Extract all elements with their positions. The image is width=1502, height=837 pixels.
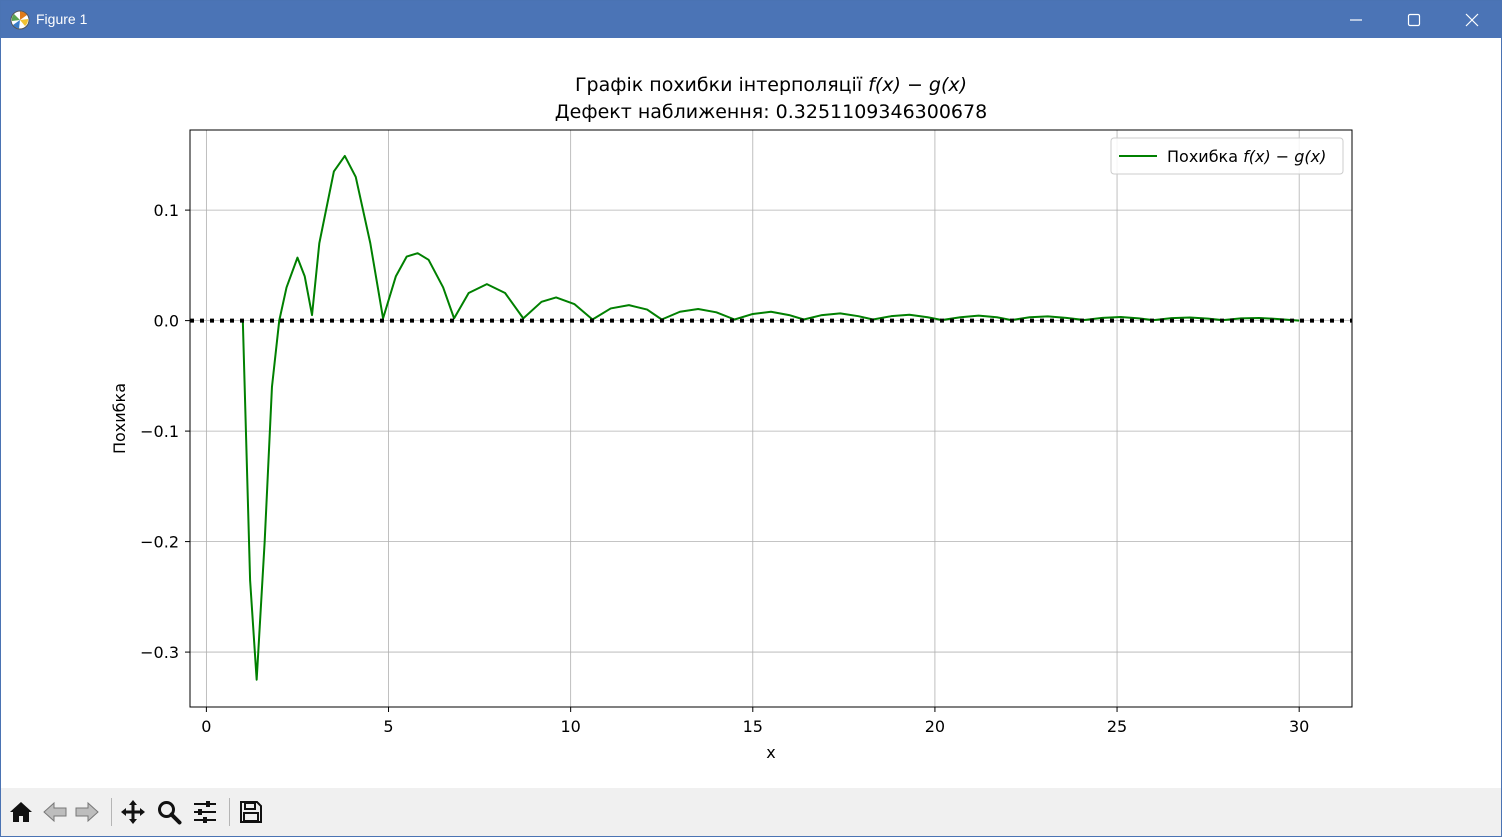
y-axis-label: Похибка: [110, 383, 129, 454]
maximize-icon: [1407, 13, 1421, 27]
floppy-disk-icon: [240, 801, 262, 823]
y-tick-label: −0.3: [140, 643, 179, 662]
forward-button[interactable]: [71, 796, 103, 828]
pan-button[interactable]: [117, 796, 149, 828]
x-tick-label: 30: [1289, 717, 1309, 736]
toolbar-separator: [111, 798, 112, 826]
x-tick-label: 20: [925, 717, 945, 736]
magnifier-icon: [158, 801, 182, 825]
legend-label: Похибка f(x) − g(x): [1167, 147, 1326, 166]
x-tick-label: 0: [201, 717, 211, 736]
zoom-button[interactable]: [153, 796, 185, 828]
chart-title-text: Графік похибки інтерполяції: [575, 74, 868, 96]
move-icon: [121, 800, 145, 824]
legend-label-text: Похибка: [1167, 147, 1243, 166]
matplotlib-app-icon: [10, 10, 30, 30]
x-tick-label: 5: [383, 717, 393, 736]
minimize-icon: [1350, 19, 1362, 21]
y-tick-label: −0.2: [140, 533, 179, 552]
error-series-line: [241, 154, 1300, 681]
back-button[interactable]: [39, 796, 71, 828]
error-chart: 0 5 10 15 20 25 30 0.1 0.0 −0.1 −0.2 −0.3 x Похибка Гр…: [110, 74, 1353, 762]
close-icon: [1465, 13, 1479, 27]
x-tick-label: 25: [1107, 717, 1127, 736]
legend-label-math: f(x) − g(x): [1243, 147, 1326, 166]
x-axis-label: x: [766, 743, 775, 762]
arrow-left-icon: [43, 801, 67, 823]
home-button[interactable]: [5, 796, 37, 828]
figure-canvas[interactable]: 0 5 10 15 20 25 30 0.1 0.0 −0.1 −0.2 −0.3 x Похибка Гр…: [1, 38, 1501, 788]
minimize-button[interactable]: [1327, 1, 1385, 38]
chart-subtitle: Дефект наближення: 0.3251109346300678: [555, 101, 987, 123]
y-tick-label: −0.1: [140, 422, 179, 441]
chart-title-math: f(x) − g(x): [868, 74, 967, 96]
x-tick-label: 15: [743, 717, 763, 736]
maximize-button[interactable]: [1385, 1, 1443, 38]
title-bar[interactable]: Figure 1: [1, 1, 1501, 38]
x-tick-label: 10: [560, 717, 580, 736]
plot-frame: [189, 129, 1353, 708]
toolbar-separator: [229, 798, 230, 826]
navigation-toolbar: [1, 788, 1501, 836]
configure-subplots-button[interactable]: [189, 796, 221, 828]
close-button[interactable]: [1443, 1, 1501, 38]
chart-title: Графік похибки інтерполяції f(x) − g(x): [575, 74, 967, 96]
y-tick-label: 0.0: [154, 312, 179, 331]
arrow-right-icon: [75, 801, 99, 823]
legend-box: [1110, 137, 1344, 175]
home-icon: [10, 802, 32, 822]
sliders-icon: [194, 801, 216, 823]
y-tick-label: 0.1: [154, 201, 179, 220]
window-title: Figure 1: [36, 11, 88, 27]
save-button[interactable]: [235, 796, 267, 828]
